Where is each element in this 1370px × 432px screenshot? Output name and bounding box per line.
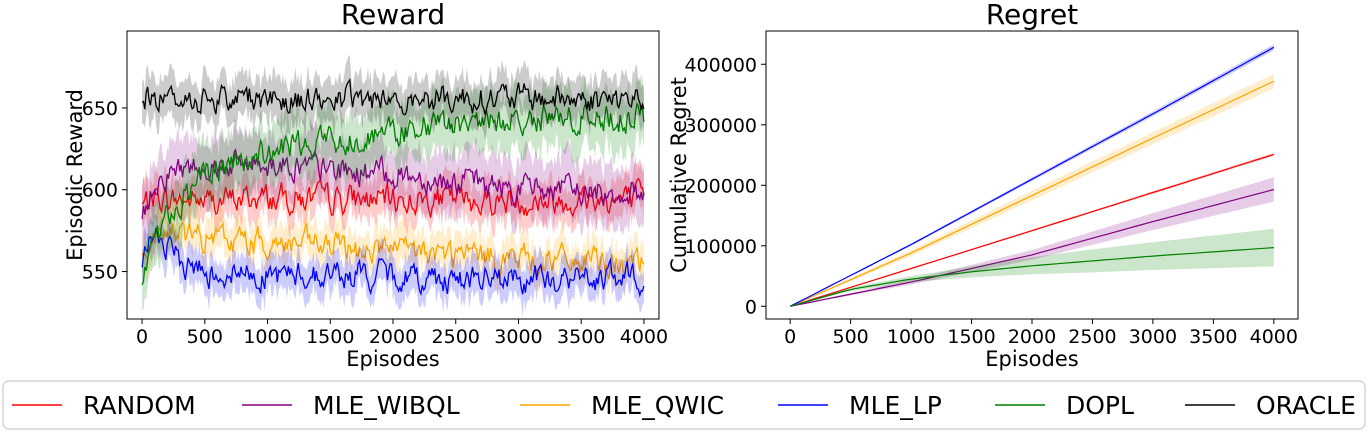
y-axis-label: Cumulative Regret [667, 77, 691, 273]
x-tick-label: 0 [136, 326, 148, 348]
band-oracle [142, 55, 644, 141]
x-axis-label: Episodes [346, 347, 439, 371]
legend-label-dopl: DOPL [1066, 391, 1134, 420]
y-axis-label: Episodic Reward [63, 89, 87, 261]
axes-frame [765, 30, 1299, 320]
plot-area [789, 44, 1275, 307]
series-mle-wibql [141, 147, 645, 219]
x-tick-label: 2000 [1008, 326, 1056, 348]
series-random [790, 153, 1274, 307]
y-tick-label: 100000 [684, 236, 757, 258]
y-tick-label: 400000 [684, 54, 757, 76]
x-tick-label: 2000 [369, 326, 417, 348]
legend-label-mle-lp: MLE_LP [849, 391, 942, 420]
series-mle-lp [789, 46, 1275, 307]
x-tick-label: 3000 [1129, 326, 1177, 348]
reward-chart: 0 500 1000 1500 2000 2500 3000 3500 4000 550 600 65… [63, 0, 668, 371]
x-tick-label: 3500 [557, 326, 605, 348]
y-tick-label: 0 [745, 296, 757, 318]
x-tick-label: 1000 [887, 326, 935, 348]
x-tick-label: 1000 [243, 326, 291, 348]
x-tick-label: 2500 [1068, 326, 1116, 348]
x-tick-label: 500 [187, 326, 223, 348]
legend: RANDOM MLE_WIBQL MLE_QWIC MLE_LP DOPL ORACLE [2, 380, 1366, 430]
x-tick-label: 3000 [494, 326, 542, 348]
x-tick-label: 4000 [620, 326, 668, 348]
chart-title: Regret [986, 0, 1078, 31]
series-dopl [790, 247, 1274, 307]
series-mle-wibql [790, 188, 1274, 307]
series-mle-qwic [141, 221, 645, 280]
series-dopl [141, 101, 645, 286]
x-axis-label: Episodes [985, 347, 1078, 371]
legend-label-mle-wibql: MLE_WIBQL [313, 391, 460, 420]
x-tick-label: 1500 [947, 326, 995, 348]
series-mle-qwic [789, 80, 1275, 307]
y-tick-label: 650 [82, 98, 118, 120]
x-tick-label: 4000 [1250, 326, 1298, 348]
series-mle-lp [141, 227, 645, 298]
legend-box [2, 380, 1366, 430]
legend-label-mle-qwic: MLE_QWIC [591, 391, 724, 420]
legend-label-oracle: ORACLE [1256, 391, 1356, 420]
x-tick-label: 3500 [1189, 326, 1237, 348]
regret-chart: 0 500 1000 1500 2000 2500 3000 3500 4000 0 100000 2… [667, 0, 1299, 371]
y-tick-label: 300000 [684, 115, 757, 137]
x-tick-label: 0 [784, 326, 796, 348]
series-random [141, 177, 645, 218]
plot-area [141, 55, 645, 318]
chart-title: Reward [341, 0, 445, 31]
band-mle-lp [142, 213, 644, 318]
band-mle-qwic [790, 74, 1274, 307]
x-tick-label: 1500 [306, 326, 354, 348]
band-random [142, 156, 644, 240]
series-oracle [141, 77, 645, 116]
band-dopl [790, 228, 1274, 307]
legend-label-random: RANDOM [83, 391, 196, 420]
y-tick-label: 200000 [684, 175, 757, 197]
y-tick-label: 550 [82, 262, 118, 284]
y-tick-label: 600 [82, 180, 118, 202]
x-tick-label: 500 [833, 326, 869, 348]
x-tick-label: 2500 [432, 326, 480, 348]
band-dopl [142, 73, 644, 311]
